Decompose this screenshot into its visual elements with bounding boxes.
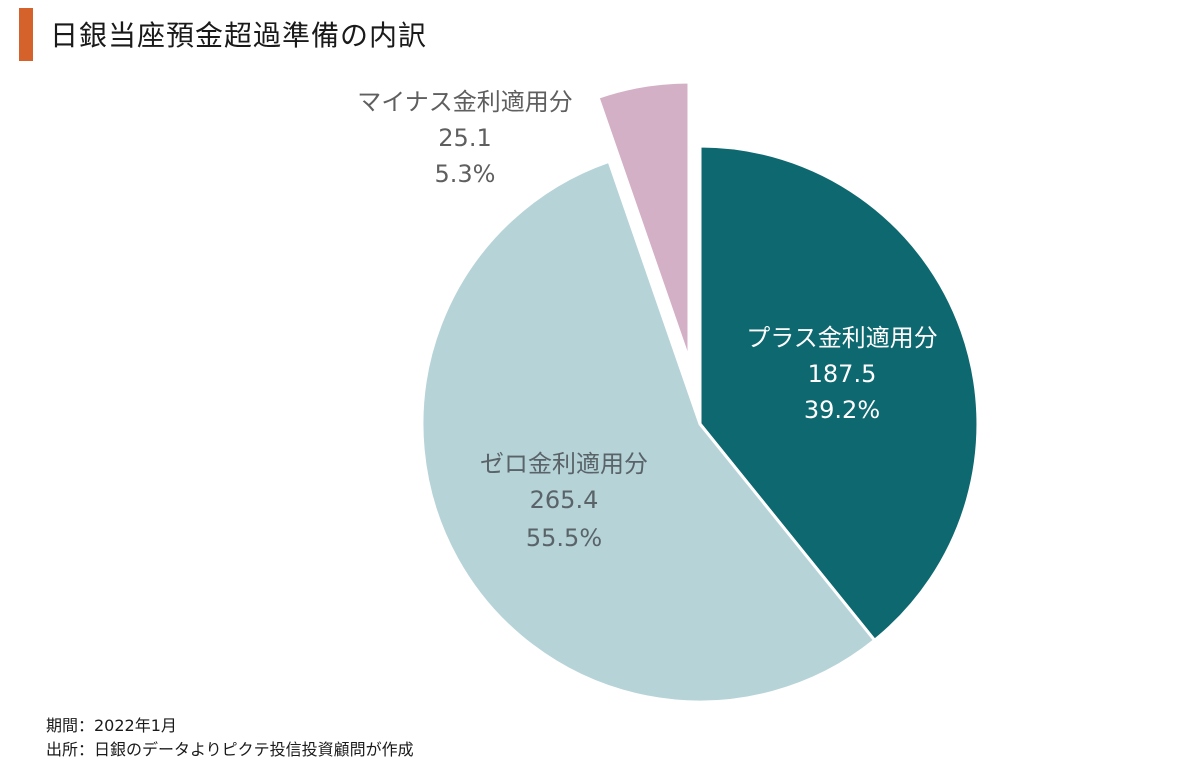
footer-source: 出所：日銀のデータよりピクテ投信投資顧問が作成 <box>46 740 414 759</box>
title-accent-bar <box>19 8 33 61</box>
label-minus-name: マイナス金利適用分 <box>357 88 573 116</box>
slice-plus-rate <box>698 144 980 643</box>
footer-period: 期間：2022年1月 <box>46 716 177 735</box>
label-minus-value: 25.1 <box>438 124 491 152</box>
slice-minus-rate <box>596 80 691 361</box>
label-zero-name: ゼロ金利適用分 <box>480 450 648 478</box>
slice-zero-rate <box>420 159 877 704</box>
label-zero-value: 265.4 <box>530 486 599 514</box>
label-minus-percent: 5.3% <box>435 160 496 188</box>
label-plus-value: 187.5 <box>808 360 877 388</box>
chart-title: 日銀当座預金超過準備の内訳 <box>50 19 428 52</box>
label-zero-percent: 55.5% <box>526 524 602 552</box>
label-plus-name: プラス金利適用分 <box>746 324 938 352</box>
label-plus-percent: 39.2% <box>804 396 880 424</box>
